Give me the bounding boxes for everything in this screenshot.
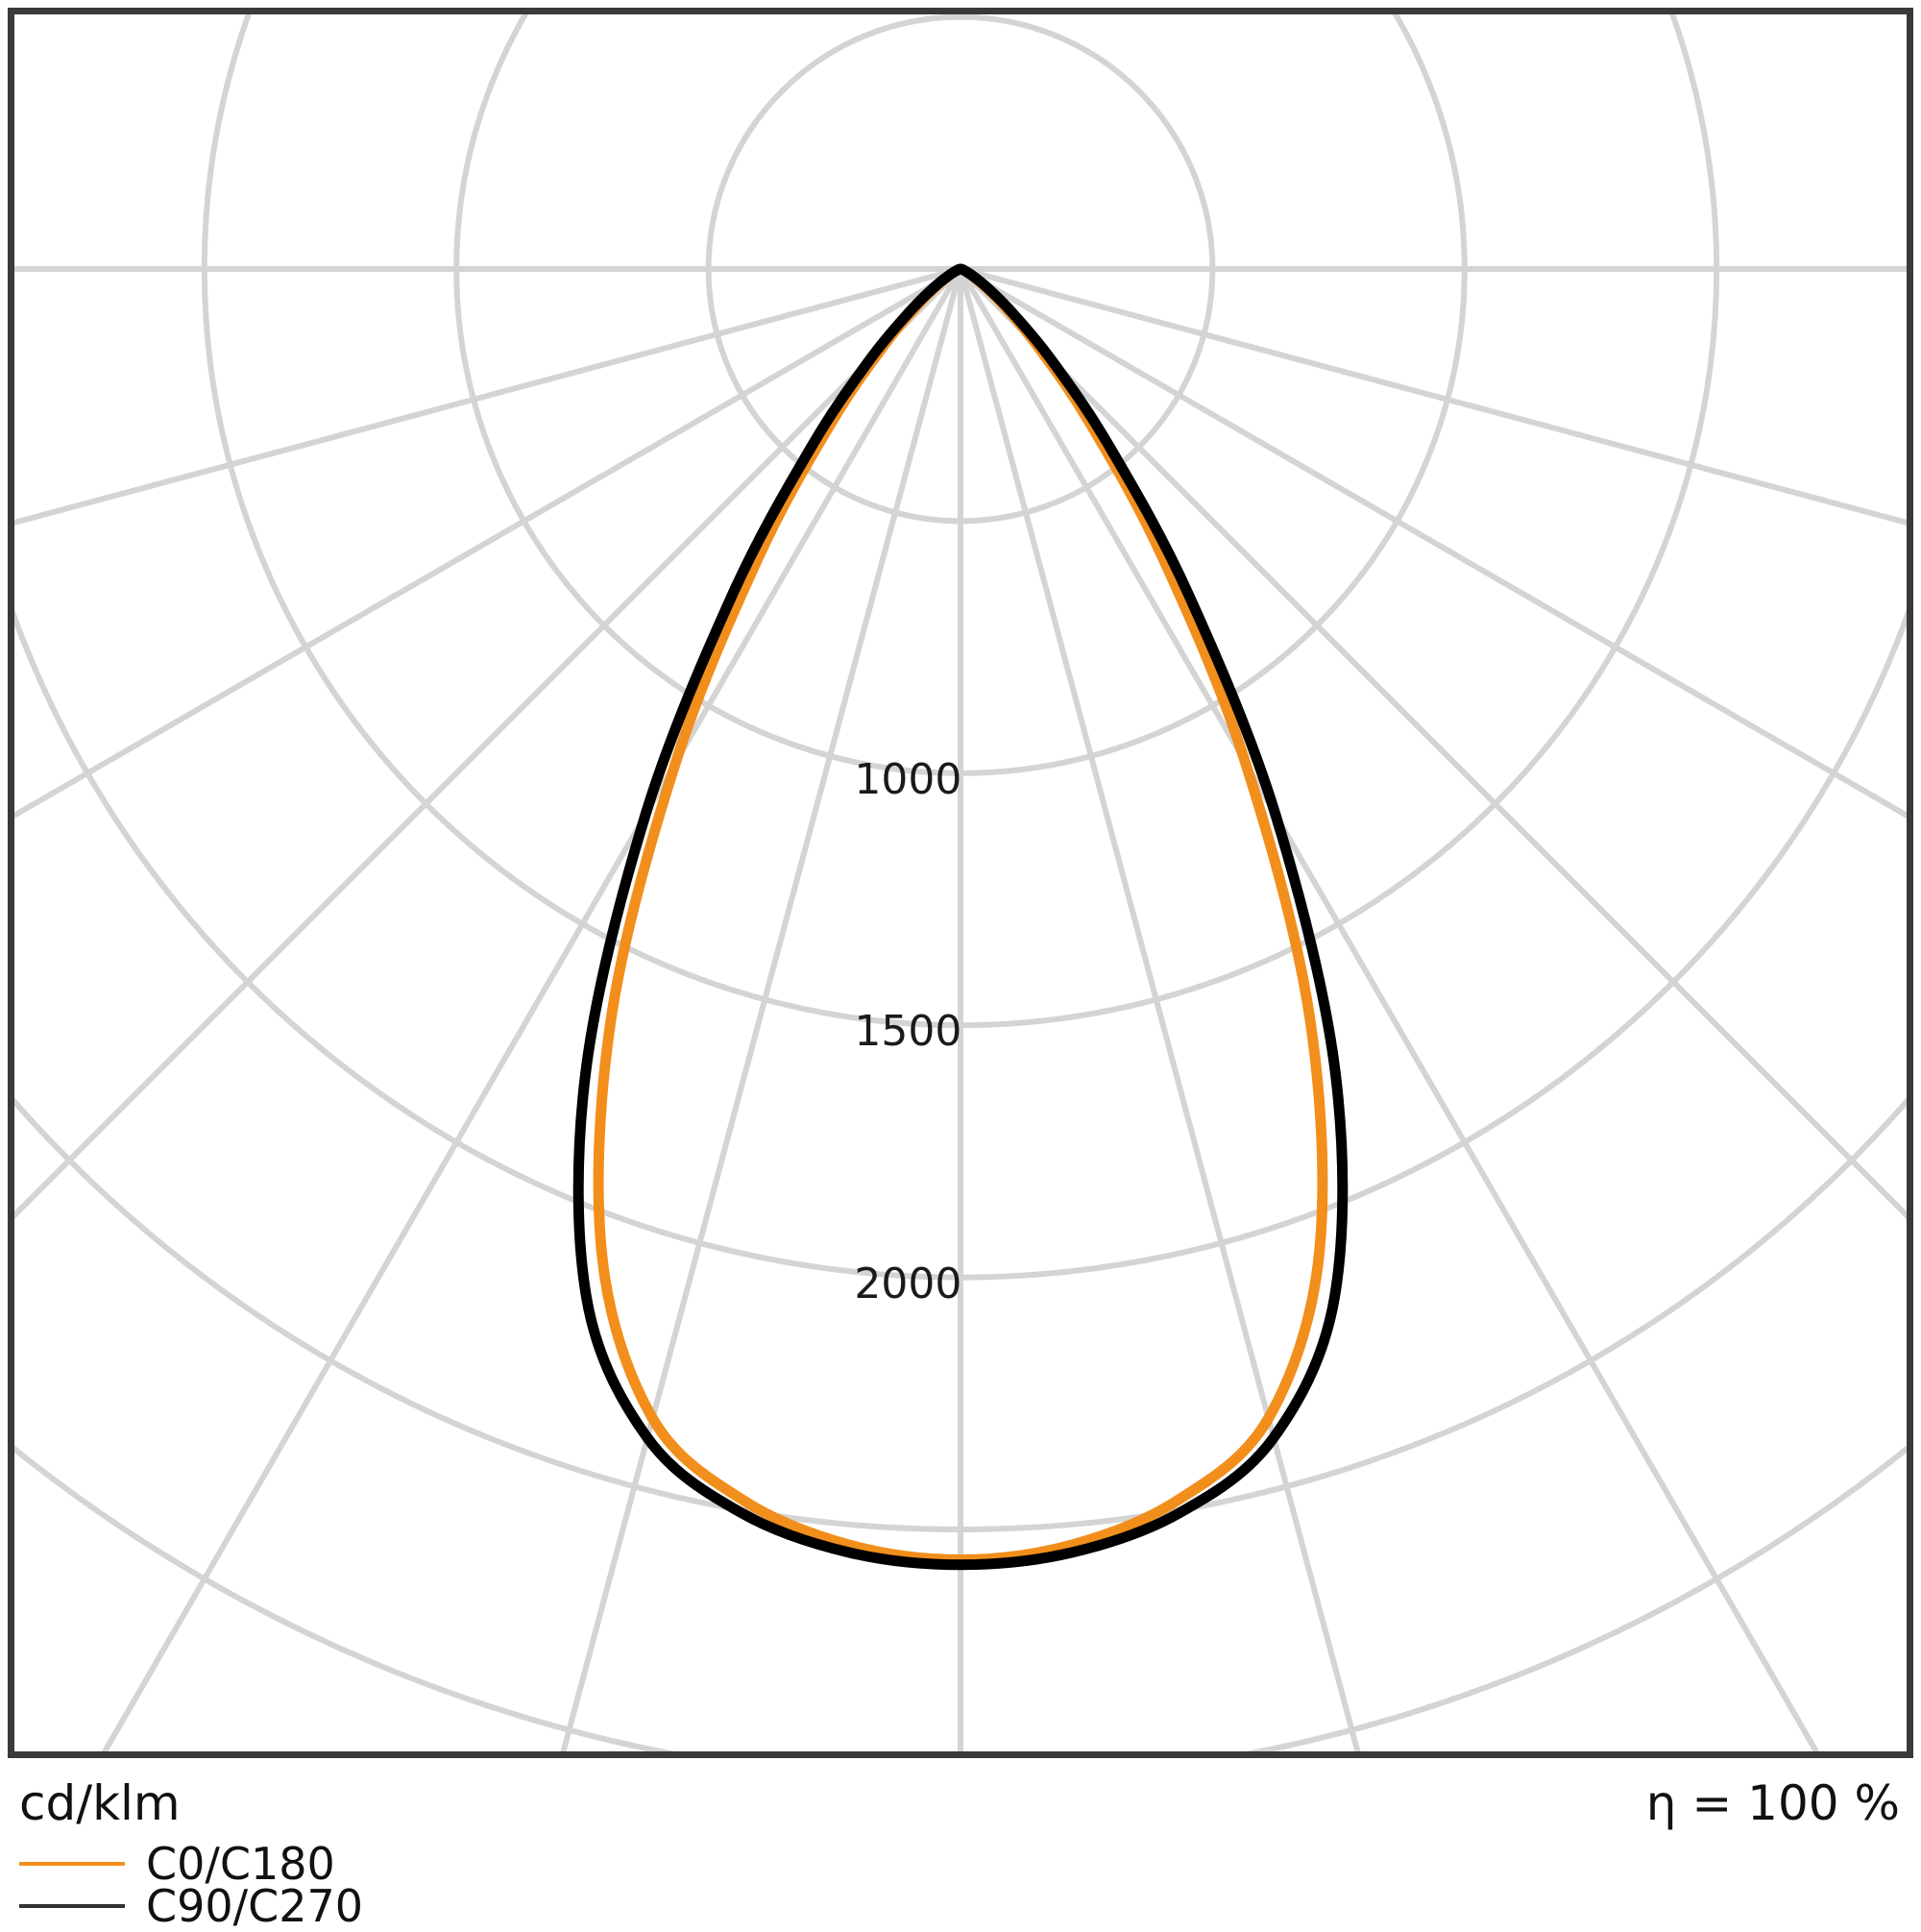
- legend-item-c0-c180: C0/C180: [19, 1838, 363, 1890]
- efficiency-label: η = 100 %: [1645, 1775, 1900, 1831]
- legend-item-c90-c270: C90/C270: [19, 1880, 364, 1932]
- unit-label: cd/klm: [19, 1775, 181, 1831]
- legend-label-c0-c180: C0/C180: [146, 1838, 335, 1890]
- legend-swatch-c90-c270: [19, 1904, 125, 1908]
- radial-tick-label-1000: 1000: [854, 754, 962, 804]
- distribution-curves: [572, 263, 1349, 1571]
- polar-grid-and-curves: [14, 14, 1907, 1751]
- legend-label-c90-c270: C90/C270: [146, 1880, 364, 1932]
- legend-swatch-c0-c180: [19, 1862, 125, 1866]
- polar-plot-area: 1000 1500 2000: [8, 8, 1913, 1758]
- radial-tick-label-1500: 1500: [854, 1007, 962, 1057]
- radial-tick-label-2000: 2000: [854, 1259, 962, 1308]
- legend: C0/C180 C90/C270: [19, 1838, 364, 1932]
- polar-grid: [14, 14, 1907, 1751]
